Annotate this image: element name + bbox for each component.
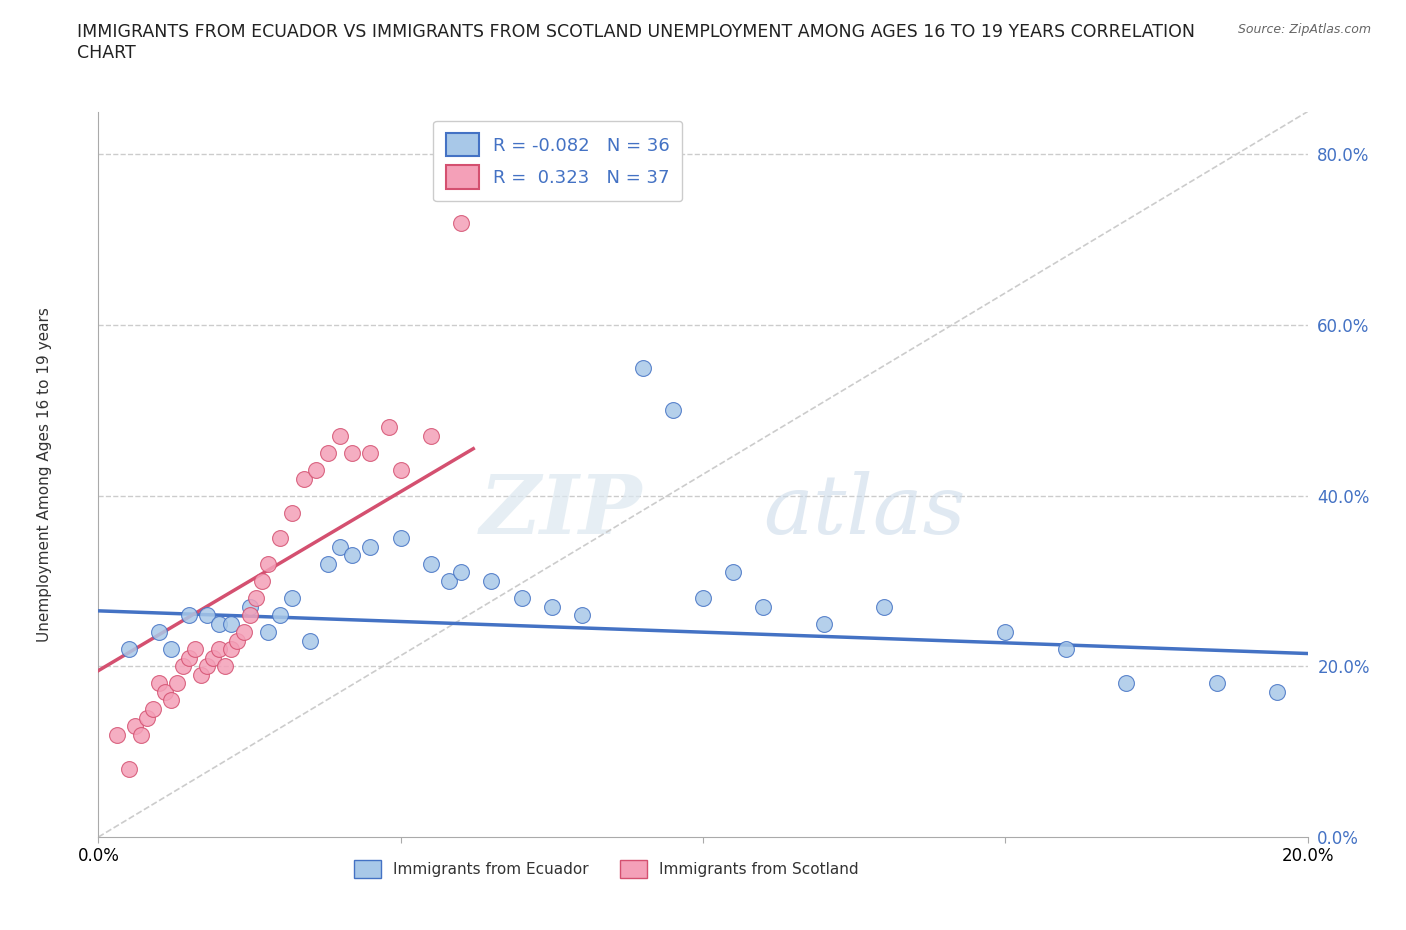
Point: [221, 617, 243, 631]
Point: [389, 531, 412, 546]
Point: [148, 676, 170, 691]
Point: [813, 617, 835, 631]
Point: [342, 445, 364, 460]
Point: [723, 565, 745, 580]
Point: [105, 727, 128, 742]
Point: [316, 556, 339, 571]
Point: [1206, 676, 1229, 691]
Point: [377, 420, 399, 435]
Point: [190, 668, 212, 683]
Point: [202, 650, 225, 665]
Point: [142, 701, 165, 716]
Point: [118, 642, 141, 657]
Point: [692, 591, 714, 605]
Point: [661, 403, 683, 418]
Text: IMMIGRANTS FROM ECUADOR VS IMMIGRANTS FROM SCOTLAND UNEMPLOYMENT AMONG AGES 16 T: IMMIGRANTS FROM ECUADOR VS IMMIGRANTS FR…: [77, 23, 1195, 41]
Point: [172, 658, 194, 673]
Point: [481, 574, 503, 589]
Point: [118, 762, 141, 777]
Point: [214, 658, 236, 673]
Point: [129, 727, 152, 742]
Text: Source: ZipAtlas.com: Source: ZipAtlas.com: [1237, 23, 1371, 36]
Point: [316, 445, 339, 460]
Text: CHART: CHART: [77, 44, 136, 61]
Point: [329, 539, 352, 554]
Point: [160, 642, 183, 657]
Point: [329, 429, 352, 444]
Point: [994, 625, 1017, 640]
Point: [232, 625, 254, 640]
Point: [256, 625, 278, 640]
Point: [184, 642, 207, 657]
Point: [166, 676, 188, 691]
Point: [540, 599, 562, 614]
Point: [1267, 684, 1289, 699]
Point: [221, 642, 243, 657]
Text: atlas: atlas: [763, 471, 966, 551]
Point: [1054, 642, 1077, 657]
Point: [281, 505, 304, 520]
Point: [124, 719, 146, 734]
Point: [305, 462, 328, 477]
Text: ZIP: ZIP: [479, 471, 643, 551]
Point: [360, 539, 382, 554]
Point: [208, 617, 231, 631]
Point: [631, 360, 654, 375]
Point: [571, 607, 593, 622]
Point: [239, 599, 262, 614]
Point: [281, 591, 304, 605]
Point: [208, 642, 231, 657]
Point: [450, 565, 472, 580]
Point: [148, 625, 170, 640]
Point: [420, 429, 443, 444]
Point: [250, 574, 273, 589]
Point: [360, 445, 382, 460]
Point: [179, 607, 201, 622]
Point: [160, 693, 183, 708]
Point: [195, 607, 218, 622]
Text: Unemployment Among Ages 16 to 19 years: Unemployment Among Ages 16 to 19 years: [37, 307, 52, 642]
Point: [1115, 676, 1137, 691]
Point: [179, 650, 201, 665]
Point: [752, 599, 775, 614]
Point: [292, 472, 315, 486]
Point: [256, 556, 278, 571]
Point: [269, 607, 291, 622]
Point: [873, 599, 896, 614]
Point: [389, 462, 412, 477]
Point: [420, 556, 443, 571]
Point: [239, 607, 262, 622]
Point: [437, 574, 460, 589]
Point: [245, 591, 267, 605]
Point: [450, 215, 472, 230]
Point: [195, 658, 218, 673]
Point: [299, 633, 322, 648]
Point: [226, 633, 249, 648]
Point: [342, 548, 364, 563]
Point: [153, 684, 176, 699]
Point: [269, 531, 291, 546]
Legend: Immigrants from Ecuador, Immigrants from Scotland: Immigrants from Ecuador, Immigrants from…: [347, 854, 865, 883]
Point: [510, 591, 533, 605]
Point: [135, 711, 157, 725]
